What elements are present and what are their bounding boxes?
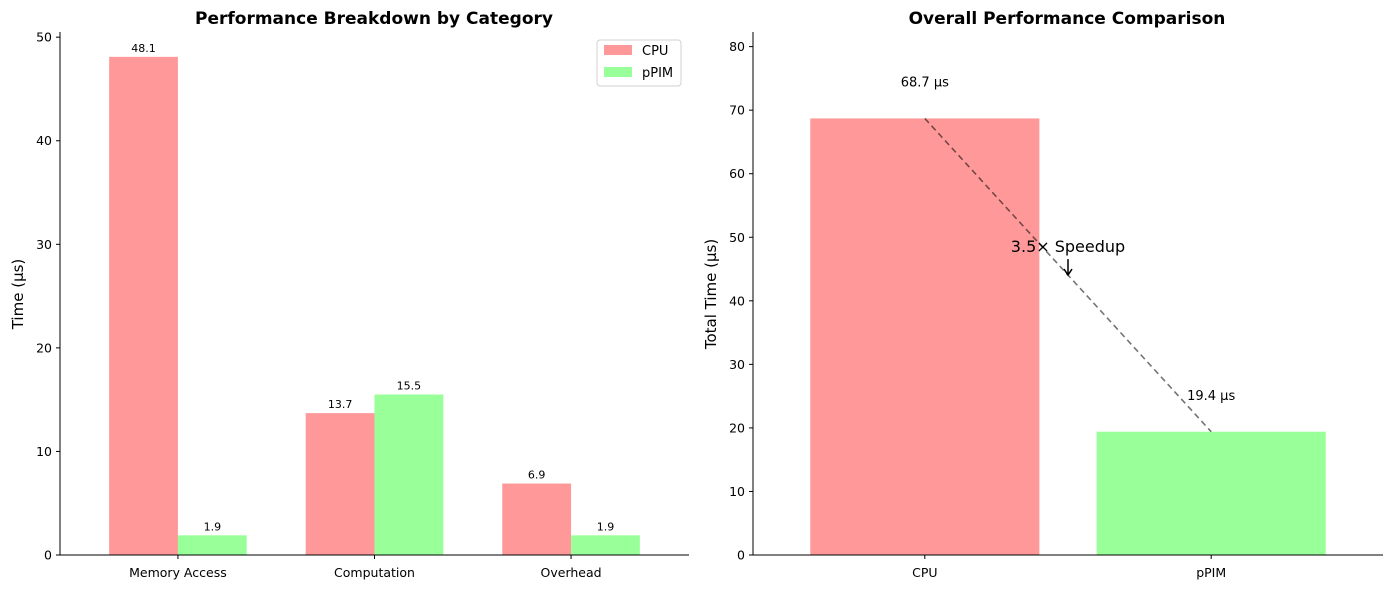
y-tick-label-40: 40 [729,293,745,308]
x-tick-label-ppim: pPIM [1196,565,1226,580]
y-tick-label-30: 30 [729,357,745,372]
data-label-cpu-computation: 13.7 [328,398,353,411]
bar-cpu-computation [305,413,375,555]
right-chart-title: Overall Performance Comparison [909,9,1226,29]
legend-swatch-ppim [604,67,632,77]
right-y-ticks: 0 10 20 30 40 50 60 70 80 [729,39,753,563]
y-tick-label-50: 50 [729,230,745,245]
data-label-total-ppim: 19.4 μs [1187,389,1235,404]
data-label-ppim-computation: 15.5 [397,379,422,392]
left-y-axis-label: Time (μs) [9,259,27,331]
left-y-ticks: 0 10 20 30 40 50 [36,30,60,563]
y-tick-label-40: 40 [36,133,52,148]
legend-label-ppim: pPIM [642,66,673,81]
left-x-ticks: Memory Access Computation Overhead [129,555,602,580]
left-chart-title: Performance Breakdown by Category [195,9,553,29]
x-tick-label-memory-access: Memory Access [129,565,227,580]
x-tick-label-computation: Computation [334,565,415,580]
y-tick-label-60: 60 [729,166,745,181]
bar-ppim-overhead [571,535,640,555]
data-label-total-cpu: 68.7 μs [901,76,949,91]
left-bars: 48.1 13.7 6.9 1.9 15.5 1.9 [109,42,640,556]
x-tick-label-overhead: Overhead [541,565,602,580]
right-x-ticks: CPU pPIM [912,555,1226,580]
y-tick-label-50: 50 [36,30,52,45]
legend: CPU pPIM [596,39,682,87]
y-tick-label-20: 20 [729,420,745,435]
right-y-axis-label: Total Time (μs) [702,239,720,350]
y-tick-label-30: 30 [36,237,52,252]
x-tick-label-cpu: CPU [912,565,937,580]
y-tick-label-0: 0 [44,548,52,563]
data-label-cpu-memory-access: 48.1 [131,42,156,55]
speedup-annotation: 3.5× Speedup [1011,237,1125,256]
y-tick-label-80: 80 [729,39,745,54]
data-label-ppim-memory-access: 1.9 [204,520,222,533]
bar-cpu-overhead [502,483,572,555]
y-tick-label-10: 10 [729,484,745,499]
y-tick-label-20: 20 [36,340,52,355]
right-bars: 68.7 μs 19.4 μs [810,76,1326,556]
legend-swatch-cpu [604,45,632,55]
y-tick-label-10: 10 [36,444,52,459]
bar-ppim-memory-access [177,535,247,555]
legend-label-cpu: CPU [642,44,668,59]
bar-cpu-memory-access [109,56,178,556]
data-label-ppim-overhead: 1.9 [597,520,615,533]
right-chart: Overall Performance Comparison 68.7 μs 19… [702,9,1383,580]
bar-ppim-computation [374,394,444,555]
data-label-cpu-overhead: 6.9 [528,469,546,482]
y-tick-label-70: 70 [729,103,745,118]
y-tick-label-0: 0 [737,548,745,563]
bar-total-ppim [1096,431,1326,555]
bar-total-cpu [810,118,1040,556]
left-chart: Performance Breakdown by Category 48.1 13… [9,9,689,580]
speedup-arrow [1063,259,1073,277]
